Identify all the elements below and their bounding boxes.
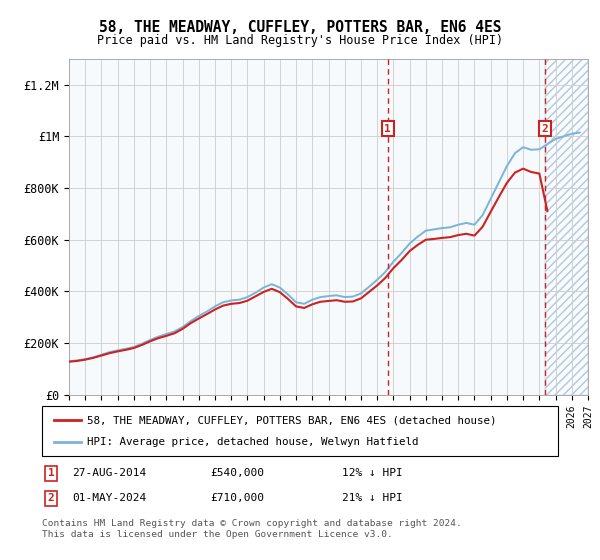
Text: HPI: Average price, detached house, Welwyn Hatfield: HPI: Average price, detached house, Welw… <box>87 437 419 447</box>
Text: 12% ↓ HPI: 12% ↓ HPI <box>342 468 403 478</box>
Text: 1: 1 <box>47 468 55 478</box>
Text: 21% ↓ HPI: 21% ↓ HPI <box>342 493 403 503</box>
Text: 01-MAY-2024: 01-MAY-2024 <box>72 493 146 503</box>
Text: 1: 1 <box>385 124 391 134</box>
Text: 2: 2 <box>47 493 55 503</box>
Text: £710,000: £710,000 <box>210 493 264 503</box>
Bar <box>69 59 545 395</box>
Text: Price paid vs. HM Land Registry's House Price Index (HPI): Price paid vs. HM Land Registry's House … <box>97 34 503 46</box>
Text: Contains HM Land Registry data © Crown copyright and database right 2024.
This d: Contains HM Land Registry data © Crown c… <box>42 520 462 539</box>
Text: 58, THE MEADWAY, CUFFLEY, POTTERS BAR, EN6 4ES: 58, THE MEADWAY, CUFFLEY, POTTERS BAR, E… <box>99 20 501 35</box>
Text: £540,000: £540,000 <box>210 468 264 478</box>
Text: 58, THE MEADWAY, CUFFLEY, POTTERS BAR, EN6 4ES (detached house): 58, THE MEADWAY, CUFFLEY, POTTERS BAR, E… <box>87 415 497 425</box>
Text: 2: 2 <box>541 124 548 134</box>
Text: 27-AUG-2014: 27-AUG-2014 <box>72 468 146 478</box>
Bar <box>545 59 588 395</box>
Bar <box>545 59 588 395</box>
